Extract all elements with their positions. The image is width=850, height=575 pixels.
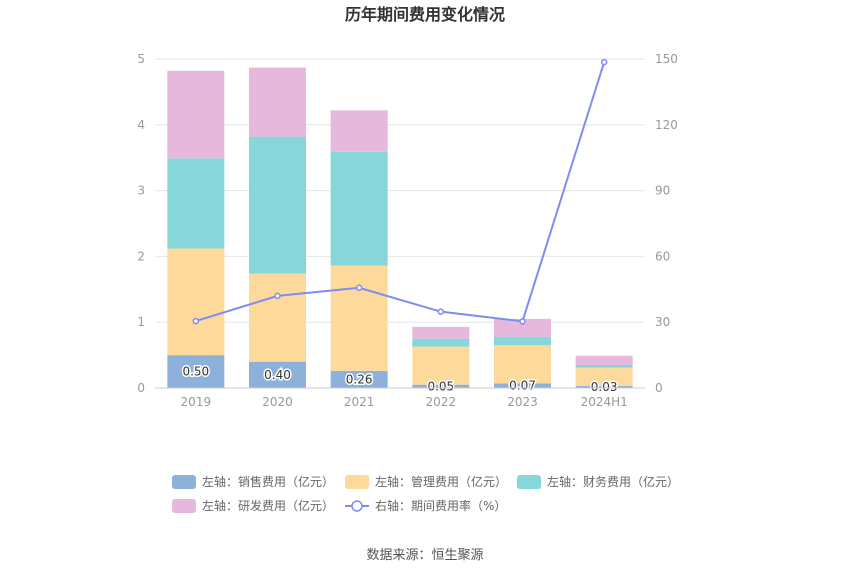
x-tick-label: 2024H1 xyxy=(581,395,628,409)
legend-label: 右轴：期间费用率（%） xyxy=(375,498,506,513)
y-right-tick-label: 150 xyxy=(655,52,678,66)
bar-segment xyxy=(167,355,225,388)
legend-label: 左轴：管理费用（亿元） xyxy=(375,474,507,489)
y-left-tick-label: 4 xyxy=(137,118,145,132)
y-left-tick-label: 2 xyxy=(137,249,145,263)
rate-point xyxy=(519,318,526,325)
bar-series: 0.50 0.40 0.26 0.05 0.07 0.03 xyxy=(167,67,633,396)
bar-segment xyxy=(167,70,225,159)
legend-label: 左轴：研发费用（亿元） xyxy=(202,498,334,513)
bar-segment xyxy=(494,345,551,384)
y-left-tick-label: 3 xyxy=(137,184,145,198)
bar-segment xyxy=(412,384,470,388)
x-tick-label: 2019 xyxy=(181,395,212,409)
bar-segment xyxy=(167,158,225,249)
legend-swatch xyxy=(517,475,541,489)
rate-point xyxy=(274,292,281,300)
bar-segment xyxy=(249,273,306,362)
data-label: 0.26 xyxy=(346,372,373,386)
chart-title: 历年期间费用变化情况 xyxy=(345,5,505,24)
bar-segment xyxy=(494,318,551,337)
y-left-tick-label: 0 xyxy=(137,381,145,395)
data-label: 0.50 xyxy=(182,365,209,379)
x-tick-label: 2020 xyxy=(262,395,293,409)
x-tick-label: 2023 xyxy=(507,395,538,409)
bar-segment xyxy=(494,383,551,388)
bar-segment xyxy=(575,355,633,365)
rate-point xyxy=(600,58,608,66)
bar-segment xyxy=(167,248,225,356)
bar-segment xyxy=(575,386,633,388)
y-right-tick-label: 90 xyxy=(655,184,670,198)
y-left-tick-label: 1 xyxy=(137,315,145,329)
bar-segment xyxy=(494,336,551,346)
legend-swatch xyxy=(345,475,369,489)
bar-segment xyxy=(249,67,306,137)
bar-segment xyxy=(330,110,388,152)
bar-segment xyxy=(249,136,306,274)
y-left-tick-label: 5 xyxy=(137,52,145,66)
bar-segment xyxy=(575,364,633,368)
line-series xyxy=(192,58,608,325)
y-right-tick-label: 60 xyxy=(655,249,670,263)
legend-item[interactable]: 左轴：研发费用（亿元） xyxy=(172,498,334,513)
x-tick-label: 2021 xyxy=(344,395,375,409)
legend-item[interactable]: 左轴：财务费用（亿元） xyxy=(517,474,679,489)
data-label: 0.05 xyxy=(427,379,454,393)
bar-segment xyxy=(412,338,470,347)
bar-segment xyxy=(412,346,470,385)
source-note: 数据来源：恒生聚源 xyxy=(366,548,483,563)
legend-swatch xyxy=(172,475,196,489)
y-right-tick-label: 120 xyxy=(655,118,678,132)
bar-segment xyxy=(330,370,388,388)
y-right-tick-label: 0 xyxy=(655,381,663,395)
bar-segment xyxy=(575,367,633,387)
rate-point xyxy=(355,284,363,292)
bar-segment xyxy=(249,361,306,388)
data-label: 0.40 xyxy=(264,368,291,382)
x-tick-label: 2022 xyxy=(426,395,457,409)
legend: 左轴：销售费用（亿元） 左轴：管理费用（亿元） 左轴：财务费用（亿元） 左轴：研发费用… xyxy=(172,474,679,513)
bar-segment xyxy=(412,326,470,339)
legend-swatch xyxy=(172,499,196,513)
data-label: 0.03 xyxy=(591,380,618,394)
bar-segment xyxy=(330,151,388,266)
rate-point xyxy=(437,308,445,315)
legend-label: 左轴：财务费用（亿元） xyxy=(547,474,679,489)
data-label: 0.07 xyxy=(509,379,536,393)
legend-label: 左轴：销售费用（亿元） xyxy=(202,474,334,489)
bar-segment xyxy=(330,265,388,371)
rate-line xyxy=(195,61,606,323)
legend-item[interactable]: 左轴：管理费用（亿元） xyxy=(345,474,507,489)
legend-marker xyxy=(351,500,363,512)
gridlines xyxy=(155,58,645,323)
rate-point xyxy=(192,317,200,325)
legend-item[interactable]: 左轴：销售费用（亿元） xyxy=(172,474,334,489)
axes: 0 1 2 3 4 5 0 30 60 90 120 150 2019 2020 2021 2022 2023 2… xyxy=(137,52,678,409)
y-right-tick-label: 30 xyxy=(655,315,670,329)
legend-item[interactable]: 右轴：期间费用率（%） xyxy=(345,498,506,513)
